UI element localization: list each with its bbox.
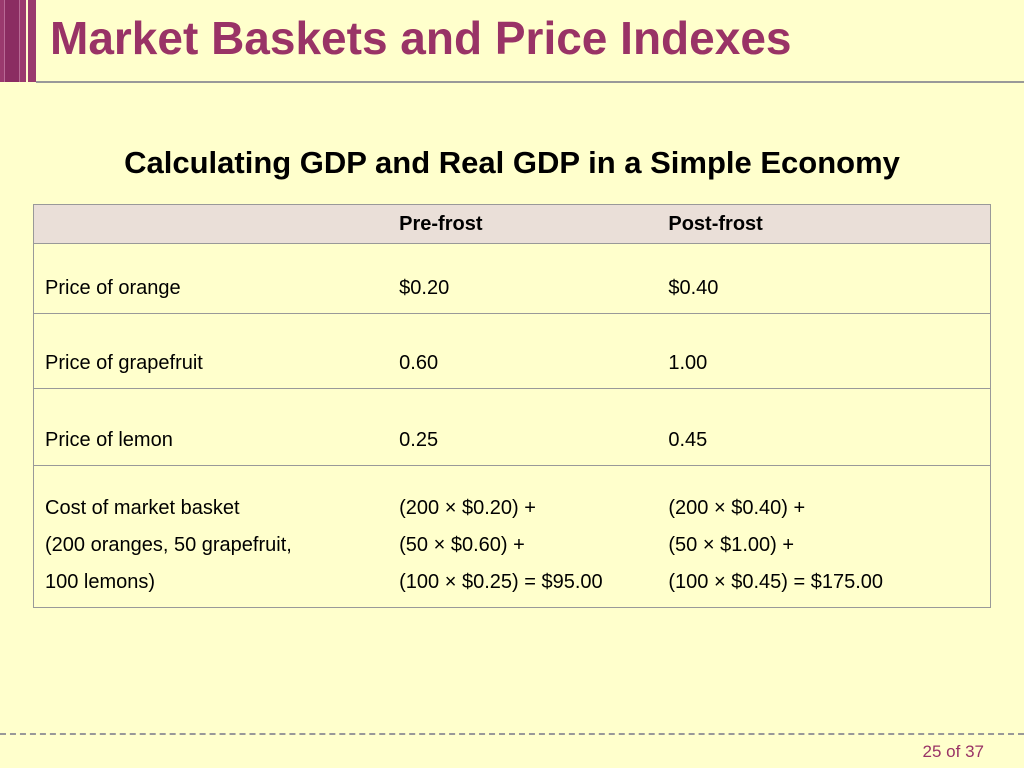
row-label-cell: Price of orange — [33, 243, 389, 314]
post-frost-formula-line: (100 × $0.45) = $175.00 — [668, 571, 883, 593]
post-frost-value: $0.40 — [668, 277, 719, 299]
header-cell-pre-frost: Pre-frost — [388, 204, 658, 244]
pre-frost-value: $0.20 — [399, 277, 450, 299]
post-frost-value: 1.00 — [668, 352, 708, 374]
table-header-row: Pre-frost Post-frost — [33, 204, 991, 244]
post-frost-formula-line: (200 × $0.40) + — [668, 497, 806, 519]
post-frost-cell: 0.45 — [657, 388, 991, 466]
left-accent-stripe — [4, 0, 20, 82]
table-row: Price of grapefruit 0.60 1.00 — [33, 313, 991, 389]
slide-title: Market Baskets and Price Indexes — [50, 12, 792, 64]
row-label-line: Cost of market basket — [45, 497, 240, 519]
header-cell-post-frost: Post-frost — [657, 204, 991, 244]
table-caption: Calculating GDP and Real GDP in a Simple… — [124, 145, 900, 180]
row-label-cell: Cost of market basket (200 oranges, 50 g… — [33, 465, 389, 608]
pre-frost-cell: 0.60 — [388, 313, 658, 389]
page-number: 25 of 37 — [922, 742, 984, 761]
row-label-line: 100 lemons) — [45, 571, 156, 593]
pre-frost-cell: $0.20 — [388, 243, 658, 314]
footer-divider — [0, 733, 1024, 735]
pre-frost-cell: 0.25 — [388, 388, 658, 466]
row-label: Price of orange — [45, 277, 181, 299]
row-label: Price of lemon — [45, 429, 173, 451]
pre-frost-value: 0.60 — [399, 352, 439, 374]
header-cell-label — [33, 204, 389, 244]
title-underline — [36, 81, 1024, 83]
pre-frost-value: 0.25 — [399, 429, 439, 451]
post-frost-value: 0.45 — [668, 429, 708, 451]
row-label-cell: Price of grapefruit — [33, 313, 389, 389]
pre-frost-formula-line: (200 × $0.20) + — [399, 497, 536, 519]
post-frost-cell: 1.00 — [657, 313, 991, 389]
post-frost-formula-line: (50 × $1.00) + — [668, 534, 795, 556]
row-label-cell: Price of lemon — [33, 388, 389, 466]
pre-frost-formula-line: (100 × $0.25) = $95.00 — [399, 571, 603, 593]
left-accent-bar-inner — [28, 0, 36, 82]
table-row: Cost of market basket (200 oranges, 50 g… — [33, 465, 991, 608]
post-frost-cell: $0.40 — [657, 243, 991, 314]
table-row: Price of lemon 0.25 0.45 — [33, 388, 991, 466]
row-label: Price of grapefruit — [45, 352, 203, 374]
price-table: Pre-frost Post-frost Price of orange $0.… — [33, 204, 991, 608]
post-frost-cell: (200 × $0.40) + (50 × $1.00) + (100 × $0… — [657, 465, 991, 608]
table-row: Price of orange $0.20 $0.40 — [33, 243, 991, 314]
row-label-line: (200 oranges, 50 grapefruit, — [45, 534, 292, 556]
pre-frost-formula-line: (50 × $0.60) + — [399, 534, 525, 556]
pre-frost-cell: (200 × $0.20) + (50 × $0.60) + (100 × $0… — [388, 465, 658, 608]
